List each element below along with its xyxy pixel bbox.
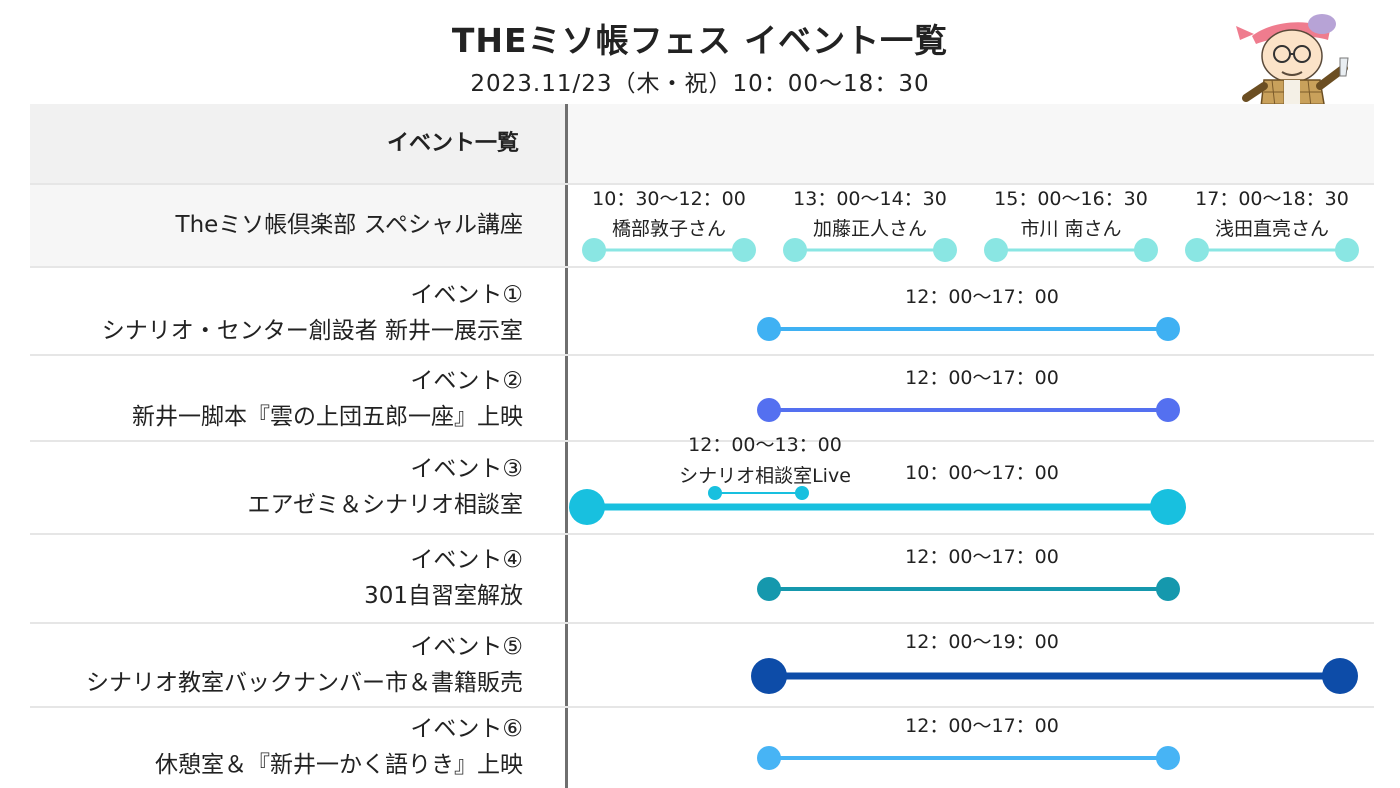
event-5-bar-end-dot	[1322, 658, 1358, 694]
event-3-sub-bar-start-dot	[708, 486, 722, 500]
session-3-start-dot	[984, 238, 1008, 262]
column-header: イベント一覧	[30, 104, 565, 183]
event-4-time: 12：00〜17：00	[905, 546, 1059, 568]
session-2-speaker: 加藤正人さん	[813, 218, 927, 240]
session-3-end-dot	[1134, 238, 1158, 262]
event-5-bar-start-dot	[751, 658, 787, 694]
session-1-start-dot	[582, 238, 606, 262]
event-2-label: イベント② 新井一脚本『雲の上団五郎一座』上映	[30, 357, 565, 441]
event-3-sub-label: シナリオ相談室Live	[679, 465, 851, 487]
event-1-title: シナリオ・センター創設者 新井一展示室	[101, 317, 523, 344]
page-subtitle: 2023.11/23（木・祝）10：00〜18：30	[470, 71, 930, 97]
session-1-end-dot	[732, 238, 756, 262]
event-3-label: イベント③ エアゼミ＆シナリオ相談室	[30, 441, 565, 533]
page-title: THEミソ帳フェス イベント一覧	[451, 21, 949, 60]
row-divider	[30, 440, 1374, 442]
session-3-time: 15：00〜16：30	[994, 188, 1148, 210]
session-3-speaker: 市川 南さん	[1020, 218, 1121, 240]
event-6-bar-start-dot	[757, 746, 781, 770]
event-3-sub-bar-end-dot	[795, 486, 809, 500]
special-lecture-label: Theミソ帳倶楽部 スペシャル講座	[30, 183, 565, 267]
event-6-time: 12：00〜17：00	[905, 715, 1059, 737]
event-label-column: イベント一覧 Theミソ帳倶楽部 スペシャル講座 イベント① シナリオ・センター…	[30, 104, 565, 788]
event-3-title: エアゼミ＆シナリオ相談室	[247, 492, 523, 518]
event-3-number: イベント③	[410, 456, 523, 482]
event-5-time: 12：00〜19：00	[905, 631, 1059, 653]
event-3-bar-start-dot	[569, 489, 605, 525]
event-1-time: 12：00〜17：00	[905, 286, 1059, 308]
event-2-number: イベント②	[410, 368, 523, 394]
row-divider	[30, 266, 1374, 268]
row-divider	[30, 622, 1374, 624]
event-6-label: イベント⑥ 休憩室＆『新井一かく語りき』上映	[30, 707, 565, 787]
column-divider	[565, 104, 568, 788]
event-3-bar-end-dot	[1150, 489, 1186, 525]
row-divider	[30, 533, 1374, 535]
row-divider	[30, 354, 1374, 356]
session-1-speaker: 橋部敦子さん	[612, 218, 726, 240]
session-4-end-dot	[1335, 238, 1359, 262]
event-6-number: イベント⑥	[410, 716, 523, 742]
session-2-time: 13：00〜14：30	[793, 188, 947, 210]
row-divider	[30, 706, 1374, 708]
session-2-start-dot	[783, 238, 807, 262]
event-5-number: イベント⑤	[410, 634, 523, 660]
special-lecture-title: Theミソ帳倶楽部 スペシャル講座	[175, 212, 523, 238]
event-2-time: 12：00〜17：00	[905, 367, 1059, 389]
session-4-speaker: 浅田直亮さん	[1215, 218, 1329, 240]
event-5-title: シナリオ教室バックナンバー市＆書籍販売	[86, 670, 523, 696]
event-1-bar-start-dot	[757, 317, 781, 341]
session-4-start-dot	[1185, 238, 1209, 262]
event-4-bar-start-dot	[757, 577, 781, 601]
event-2-bar-start-dot	[757, 398, 781, 422]
event-4-number: イベント④	[410, 547, 523, 573]
event-1-label: イベント① シナリオ・センター創設者 新井一展示室	[30, 268, 565, 357]
session-1-time: 10：30〜12：00	[592, 188, 746, 210]
row-divider	[30, 183, 1374, 185]
column-header-text: イベント一覧	[386, 130, 519, 156]
event-4-bar-end-dot	[1156, 577, 1180, 601]
event-3-time: 10：00〜17：00	[905, 462, 1059, 484]
header-band	[568, 104, 1374, 183]
session-2-end-dot	[933, 238, 957, 262]
event-3-sub-time: 12：00〜13：00	[688, 434, 842, 456]
event-6-title: 休憩室＆『新井一かく語りき』上映	[155, 752, 523, 778]
event-2-title: 新井一脚本『雲の上団五郎一座』上映	[132, 404, 523, 430]
event-5-label: イベント⑤ シナリオ教室バックナンバー市＆書籍販売	[30, 623, 565, 707]
event-4-label: イベント④ 301自習室解放	[30, 533, 565, 623]
event-1-bar-end-dot	[1156, 317, 1180, 341]
event-2-bar-end-dot	[1156, 398, 1180, 422]
event-1-number: イベント①	[410, 281, 523, 308]
event-6-bar-end-dot	[1156, 746, 1180, 770]
event-4-title: 301自習室解放	[364, 583, 523, 609]
session-4-time: 17：00〜18：30	[1195, 188, 1349, 210]
